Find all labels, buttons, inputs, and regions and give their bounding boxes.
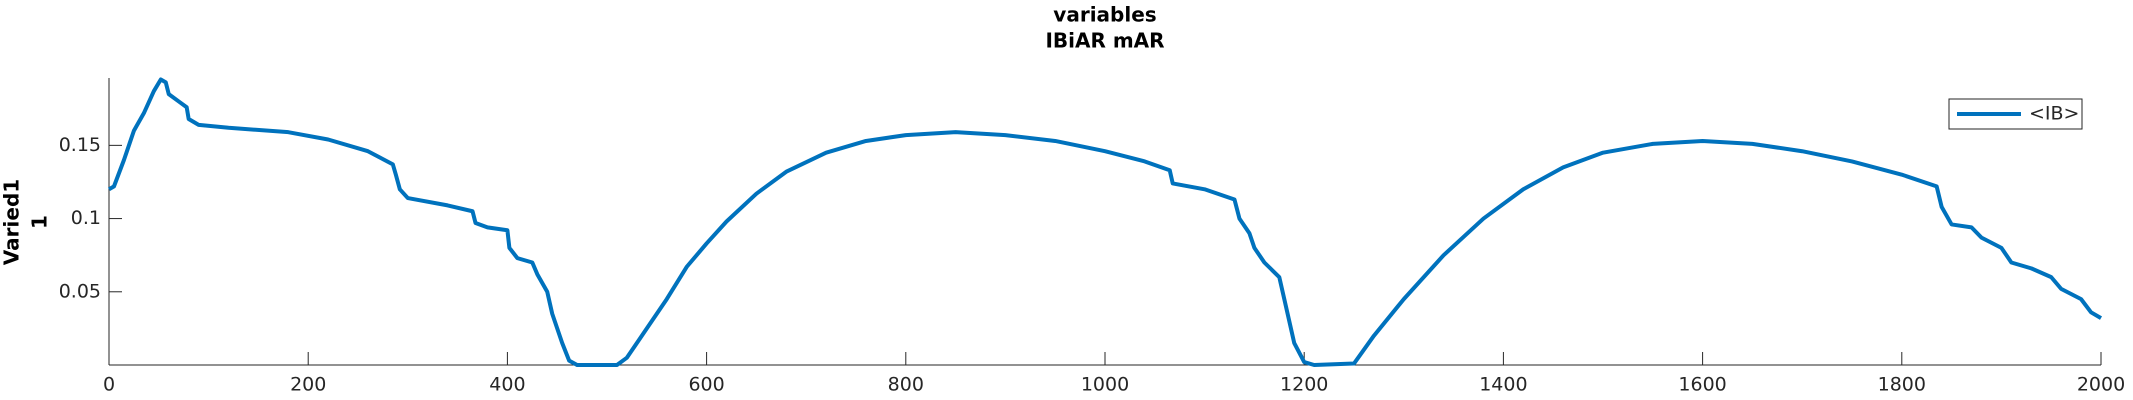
y-label-line: Varied1	[0, 179, 24, 265]
chart-title: variables	[1053, 3, 1156, 27]
x-tick-label: 1400	[1479, 374, 1527, 396]
line	[107, 77, 2103, 367]
chart-title: IBiAR mAR	[1045, 29, 1164, 53]
y-tick-label: 0.05	[59, 280, 101, 302]
x-tick-label: 400	[489, 374, 525, 396]
x-tick-label: 1200	[1280, 374, 1328, 396]
y-label: Varied1 1	[0, 179, 52, 265]
y-label-line: 1	[28, 215, 52, 229]
y-tick-label: 0.15	[59, 134, 101, 156]
x-tick-label: 800	[888, 374, 924, 396]
x-tick-label: 200	[290, 374, 326, 396]
x-tick-label: 1600	[1678, 374, 1726, 396]
y-tick-label: 0.1	[71, 207, 101, 229]
x-tick-label: 0	[103, 374, 115, 396]
x-tick-label: 1000	[1081, 374, 1129, 396]
x-tick-label: 1800	[1878, 374, 1926, 396]
x-tick-label: 600	[688, 374, 724, 396]
legend-label: <IB>	[2029, 103, 2079, 125]
x-tick-label: 2000	[2077, 374, 2125, 396]
